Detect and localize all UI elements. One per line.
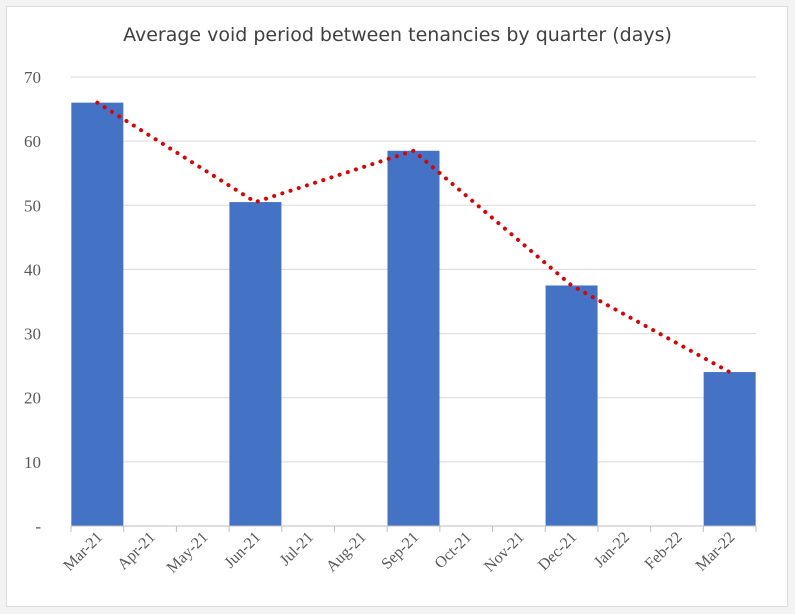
x-tick-label: Sep-21: [378, 529, 422, 573]
x-tick-label: Oct-21: [432, 529, 475, 572]
y-tick-labels: - 10 20 30 40 50 60 70: [24, 68, 41, 536]
chart-title: Average void period between tenancies by…: [123, 24, 672, 46]
y-tick-label: 50: [24, 196, 41, 215]
bar: [229, 202, 282, 527]
y-tick-label: 30: [24, 325, 41, 344]
x-tick-labels: Mar-21 Apr-21 May-21 Jun-21 Jul-21 Aug-21 Sep-…: [60, 529, 738, 577]
bar: [71, 102, 124, 527]
bar: [545, 285, 598, 526]
y-tick-label: 40: [24, 260, 41, 279]
x-tick-label: Apr-21: [114, 529, 158, 573]
y-tick-label: -: [35, 517, 41, 536]
bars: [71, 102, 756, 527]
bar: [387, 150, 440, 526]
x-tick-label: Nov-21: [481, 529, 528, 576]
bar: [703, 372, 756, 526]
y-tick-label: 60: [24, 132, 41, 151]
x-tick-label: May-21: [164, 529, 212, 577]
x-tick-label: Dec-21: [535, 529, 580, 574]
x-tick-label: Jan-22: [591, 529, 633, 571]
trendline-path: [95, 100, 732, 375]
trendline: [95, 100, 732, 375]
y-tick-label: 70: [24, 68, 41, 87]
y-tick-label: 10: [24, 453, 41, 472]
y-tick-label: 20: [24, 389, 41, 408]
x-tick-label: Feb-22: [642, 529, 686, 573]
axes: [70, 525, 757, 532]
x-tick-label: Aug-21: [323, 529, 370, 576]
x-tick-label: Mar-21: [60, 529, 106, 575]
x-tick-label: Jun-21: [221, 529, 264, 572]
x-tick-label: Jul-21: [277, 529, 317, 569]
x-tick-label: Mar-22: [693, 529, 739, 575]
